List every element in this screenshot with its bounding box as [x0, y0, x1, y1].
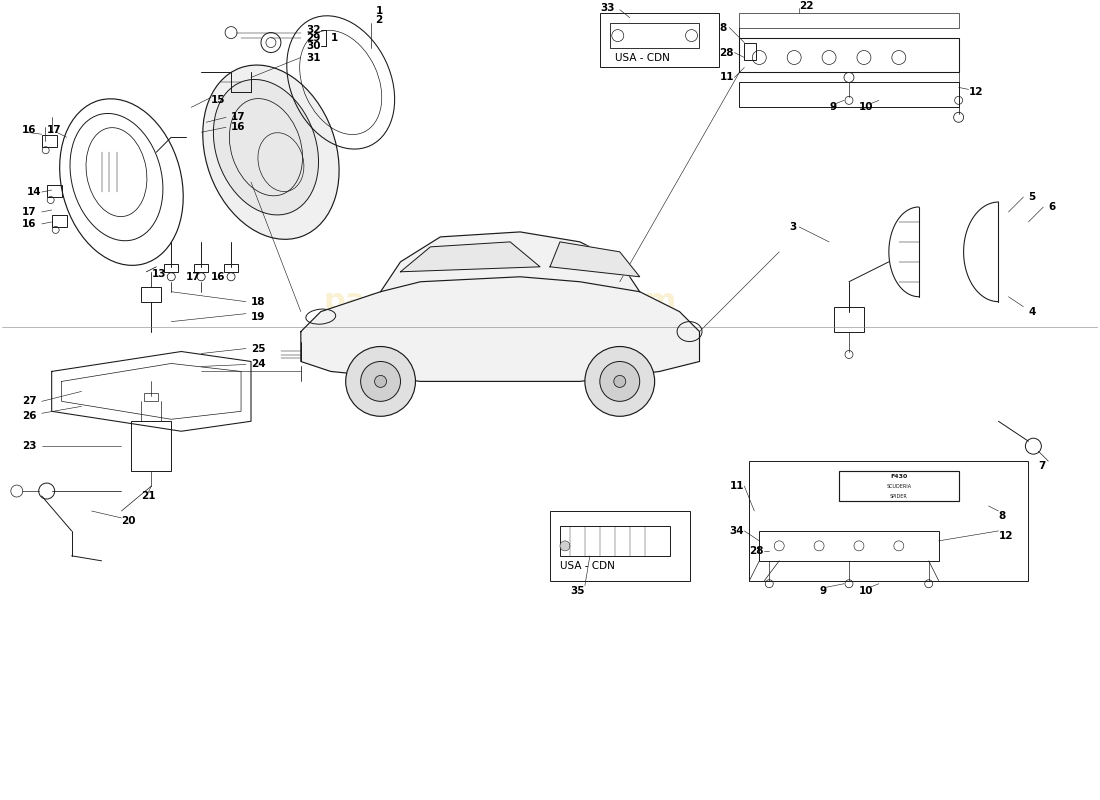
- Text: USA - CDN: USA - CDN: [560, 561, 615, 570]
- Text: 4: 4: [1028, 306, 1036, 317]
- Bar: [142, 286, 162, 302]
- Bar: [739, 38, 958, 73]
- Ellipse shape: [202, 65, 339, 239]
- Text: 12: 12: [969, 87, 983, 98]
- Text: 6: 6: [1048, 202, 1056, 212]
- Circle shape: [375, 375, 386, 387]
- Text: 16: 16: [22, 219, 36, 229]
- Bar: [834, 306, 864, 331]
- Text: 12: 12: [999, 531, 1013, 541]
- Text: 11: 11: [729, 481, 744, 491]
- Text: 7: 7: [1038, 461, 1046, 471]
- Text: 25: 25: [251, 343, 265, 354]
- Text: 2: 2: [375, 14, 383, 25]
- Polygon shape: [300, 277, 700, 382]
- Text: 3: 3: [789, 222, 796, 232]
- Text: 1: 1: [331, 33, 338, 42]
- Text: 10: 10: [859, 586, 873, 596]
- Text: 16: 16: [211, 272, 226, 282]
- Text: 8: 8: [999, 511, 1005, 521]
- Bar: [52, 215, 67, 227]
- Bar: [560, 526, 670, 556]
- Bar: [46, 185, 62, 197]
- Text: 18: 18: [251, 297, 265, 306]
- Text: 34: 34: [729, 526, 744, 536]
- Text: USA - CDN: USA - CDN: [615, 53, 670, 62]
- Circle shape: [600, 362, 640, 402]
- Text: 32: 32: [306, 25, 320, 34]
- Text: 28: 28: [719, 47, 734, 58]
- Text: 1: 1: [375, 6, 383, 16]
- Text: 8: 8: [719, 22, 727, 33]
- Bar: [195, 264, 208, 272]
- Text: 35: 35: [570, 586, 584, 596]
- Text: 26: 26: [22, 411, 36, 422]
- Text: 23: 23: [22, 441, 36, 451]
- Text: 17: 17: [186, 272, 201, 282]
- Text: 17: 17: [22, 207, 36, 217]
- Text: 5: 5: [1028, 192, 1035, 202]
- Text: 17: 17: [46, 126, 62, 135]
- Text: 31: 31: [306, 53, 320, 62]
- Circle shape: [361, 362, 400, 402]
- Bar: [609, 22, 700, 47]
- Text: since 1985: since 1985: [439, 331, 561, 351]
- Polygon shape: [400, 242, 540, 272]
- Text: 16: 16: [231, 122, 245, 132]
- Text: 14: 14: [26, 187, 42, 197]
- Text: 20: 20: [121, 516, 136, 526]
- Text: 27: 27: [22, 396, 36, 406]
- Bar: [600, 13, 719, 67]
- Text: 16: 16: [22, 126, 36, 135]
- Text: 30: 30: [306, 41, 320, 50]
- Ellipse shape: [213, 79, 319, 215]
- Text: 22: 22: [800, 1, 814, 10]
- Circle shape: [560, 541, 570, 551]
- Bar: [749, 461, 1028, 581]
- Bar: [144, 394, 158, 402]
- Text: 10: 10: [859, 102, 873, 112]
- Bar: [164, 264, 178, 272]
- Text: 15: 15: [211, 95, 226, 106]
- Bar: [745, 42, 757, 61]
- Text: 24: 24: [251, 359, 265, 370]
- Text: 9: 9: [829, 102, 836, 112]
- Circle shape: [614, 375, 626, 387]
- Text: 29: 29: [306, 33, 320, 42]
- Bar: [550, 511, 690, 581]
- Text: F430: F430: [890, 474, 908, 478]
- Text: 21: 21: [142, 491, 156, 501]
- Text: 28: 28: [749, 546, 763, 556]
- Text: 19: 19: [251, 312, 265, 322]
- Bar: [839, 471, 958, 501]
- Circle shape: [585, 346, 654, 416]
- Text: 33: 33: [600, 2, 614, 13]
- Text: passionforparts.com: passionforparts.com: [323, 287, 676, 316]
- Text: 13: 13: [152, 269, 166, 278]
- Text: 9: 9: [820, 586, 826, 596]
- Text: SPIDER: SPIDER: [890, 494, 908, 498]
- Bar: [739, 13, 958, 28]
- Bar: [759, 531, 938, 561]
- Bar: [131, 422, 172, 471]
- Bar: [42, 135, 57, 147]
- Polygon shape: [381, 232, 640, 292]
- Text: 17: 17: [231, 112, 245, 122]
- Bar: [224, 264, 238, 272]
- Bar: [739, 82, 958, 107]
- Polygon shape: [550, 242, 640, 277]
- Text: 11: 11: [719, 73, 734, 82]
- Text: SCUDERIA: SCUDERIA: [887, 483, 912, 489]
- Circle shape: [345, 346, 416, 416]
